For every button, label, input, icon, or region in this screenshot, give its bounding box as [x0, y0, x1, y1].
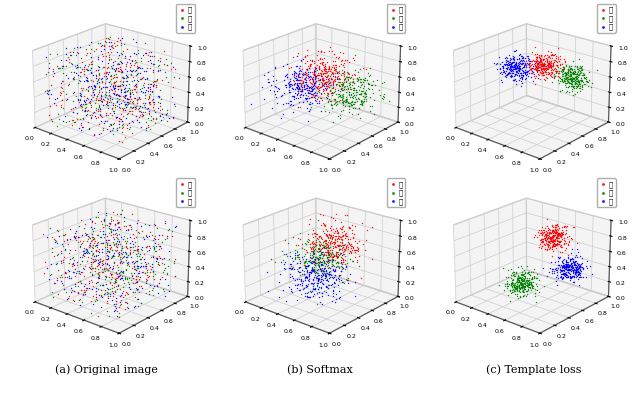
Text: (b) Softmax: (b) Softmax	[287, 365, 353, 375]
Legend: 学, 完, 字: 学, 完, 字	[176, 178, 195, 207]
Text: (a) Original image: (a) Original image	[55, 364, 158, 375]
Legend: 深, 评, 级: 深, 评, 级	[176, 4, 195, 33]
Text: (c) Template loss: (c) Template loss	[486, 364, 581, 375]
Legend: 学, 完, 字: 学, 完, 字	[597, 178, 616, 207]
Legend: 学, 完, 字: 学, 完, 字	[387, 178, 406, 207]
Legend: 深, 评, 级: 深, 评, 级	[387, 4, 406, 33]
Legend: 深, 评, 级: 深, 评, 级	[597, 4, 616, 33]
